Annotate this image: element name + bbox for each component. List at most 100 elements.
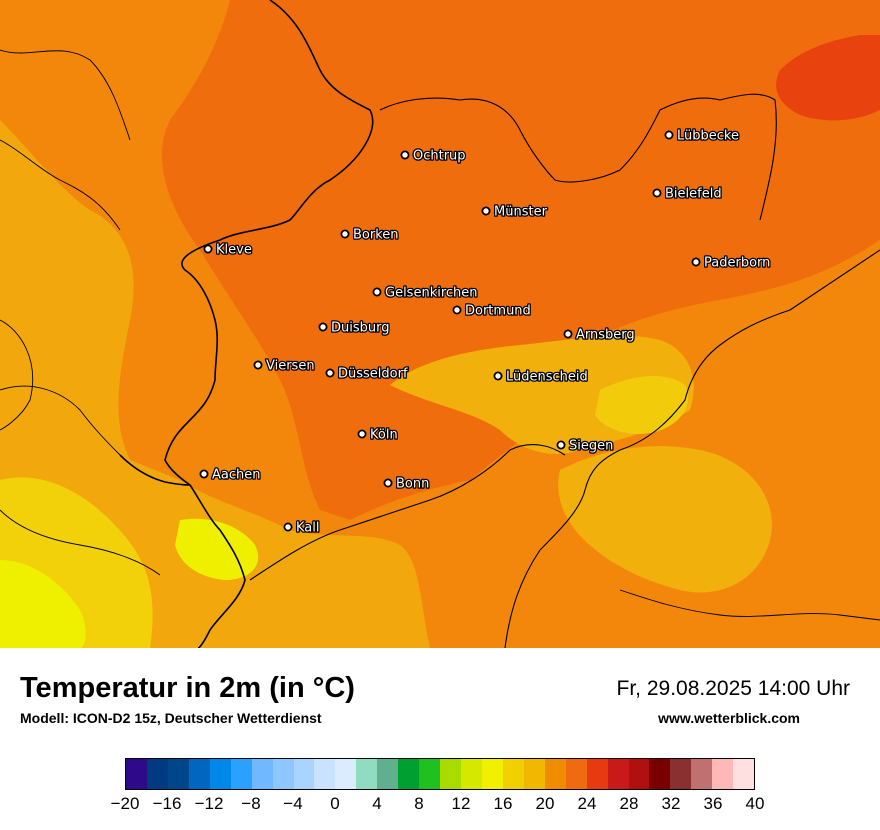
province-borders: [0, 49, 880, 621]
city-ochtrup: Ochtrup: [400, 147, 467, 165]
website-link[interactable]: www.wetterblick.com: [658, 710, 800, 726]
city-marker-dot: [372, 287, 382, 297]
city-gelsenkirchen: Gelsenkirchen: [372, 284, 479, 302]
city-bielefeld: Bielefeld: [652, 185, 723, 203]
city-label: Arnsberg: [576, 328, 635, 343]
border-province-1: [0, 49, 131, 141]
border-netherlands-germany: [164, 0, 374, 486]
color-scale-cell: [670, 759, 692, 789]
border-nrw-hesse: [504, 249, 880, 648]
city-label: Bonn: [396, 477, 429, 492]
color-scale-cell: [607, 759, 629, 789]
city-label: Paderborn: [704, 256, 770, 271]
city-kleve: Kleve: [203, 241, 253, 259]
city-marker-dot: [340, 229, 350, 239]
color-scale-tick-label: −8: [241, 794, 261, 813]
city-marker-dot: [691, 257, 701, 267]
city-marker-dot: [203, 244, 213, 254]
city-label: Borken: [353, 228, 399, 243]
color-scale-cell: [251, 759, 273, 789]
city-label: Köln: [370, 428, 398, 443]
city-marker-dot: [199, 469, 209, 479]
color-scale-cell: [649, 759, 671, 789]
color-scale-cell: [126, 759, 147, 789]
color-scale-cell: [712, 759, 734, 789]
city-marker-dot: [383, 478, 393, 488]
color-scale-cell: [146, 759, 168, 789]
color-scale-tick-label: 8: [414, 794, 424, 813]
border-province-4: [0, 385, 121, 456]
city-aachen: Aachen: [199, 466, 262, 484]
color-scale-cell: [523, 759, 545, 789]
city-marker-dot: [357, 429, 367, 439]
temperature-zone-20-22-siegerland: [558, 446, 772, 593]
city-label: Dortmund: [465, 304, 531, 319]
city-label: Gelsenkirchen: [385, 286, 478, 301]
map-footer: Temperatur in 2m (in °C) Modell: ICON-D2…: [0, 648, 880, 830]
color-scale-tick-label: 40: [745, 794, 765, 813]
color-scale-cell: [565, 759, 587, 789]
color-scale-cell: [628, 759, 650, 789]
color-scale-cell: [481, 759, 503, 789]
color-scale-tick-label: 28: [619, 794, 639, 813]
city-lüdenscheid: Lüdenscheid: [493, 368, 589, 386]
color-scale-tick-label: −20: [110, 794, 140, 813]
city-kall: Kall: [283, 519, 321, 537]
city-label: Kleve: [216, 243, 252, 258]
color-scale-tick-label: 36: [703, 794, 723, 813]
color-scale-cell: [293, 759, 315, 789]
city-düsseldorf: Düsseldorf: [325, 365, 409, 383]
temperature-zone-16-18-kall: [175, 518, 259, 580]
temperature-zone-18-20-sauerland: [595, 375, 689, 435]
color-scale-cell: [377, 759, 399, 789]
color-scale-tick-label: 4: [372, 794, 382, 813]
city-label: Viersen: [266, 359, 315, 374]
border-province-6: [619, 589, 880, 621]
city-label: Lüdenscheid: [506, 370, 588, 385]
border-province-2: [0, 139, 121, 231]
color-scale-tick-label: 0: [330, 794, 340, 813]
city-köln: Köln: [357, 426, 399, 444]
borders: [119, 0, 880, 648]
city-marker-dot: [563, 329, 573, 339]
city-duisburg: Duisburg: [318, 319, 391, 337]
city-label: Duisburg: [331, 321, 390, 336]
color-scale-tick-label: −12: [194, 794, 224, 813]
city-arnsberg: Arnsberg: [563, 326, 636, 344]
border-netherlands-belgium: [119, 454, 191, 486]
color-scale-tick-label: 24: [577, 794, 597, 813]
temperature-map: Lübbecke Ochtrup Bielefeld Münster Borken Kle…: [0, 0, 880, 648]
border-belgium-germany: [189, 484, 246, 648]
color-scale-cell: [314, 759, 336, 789]
city-lübbecke: Lübbecke: [664, 127, 740, 145]
color-scale-ticks: −20 −16 −12 −8 −4 0 4 8 12 16 20 24 28 32 36 40: [111, 794, 765, 818]
color-scale-tick-label: −16: [152, 794, 182, 813]
city-marker-dot: [664, 130, 674, 140]
city-label: Bielefeld: [665, 187, 722, 202]
color-scale-tick-label: 32: [661, 794, 681, 813]
city-marker-dot: [318, 322, 328, 332]
border-province-5: [0, 509, 161, 576]
color-scale-cell: [272, 759, 294, 789]
color-scale-bar: [125, 758, 755, 790]
city-münster: Münster: [481, 203, 549, 221]
temperature-zone-16-18-eifel: [0, 560, 86, 648]
color-scale-tick-label: −4: [283, 794, 303, 813]
color-scale-cell: [440, 759, 461, 789]
border-nrw-rhineland-palatinate: [249, 444, 566, 581]
city-marker-dot: [400, 150, 410, 160]
city-marker-dot: [556, 440, 566, 450]
color-scale-cell: [419, 759, 441, 789]
color-scale-cell: [502, 759, 524, 789]
color-scale-cell: [461, 759, 482, 789]
temperature-zone-26-28-northeast: [776, 35, 880, 121]
city-marker-dot: [481, 206, 491, 216]
city-markers: Lübbecke Ochtrup Bielefeld Münster Borken Kle…: [199, 127, 772, 537]
color-scale-cell: [209, 759, 231, 789]
border-province-3: [0, 319, 34, 431]
city-siegen: Siegen: [556, 437, 615, 455]
color-scale-cell: [335, 759, 357, 789]
city-borken: Borken: [340, 226, 400, 244]
city-dortmund: Dortmund: [452, 302, 532, 320]
forecast-datetime: Fr, 29.08.2025 14:00 Uhr: [616, 677, 851, 700]
